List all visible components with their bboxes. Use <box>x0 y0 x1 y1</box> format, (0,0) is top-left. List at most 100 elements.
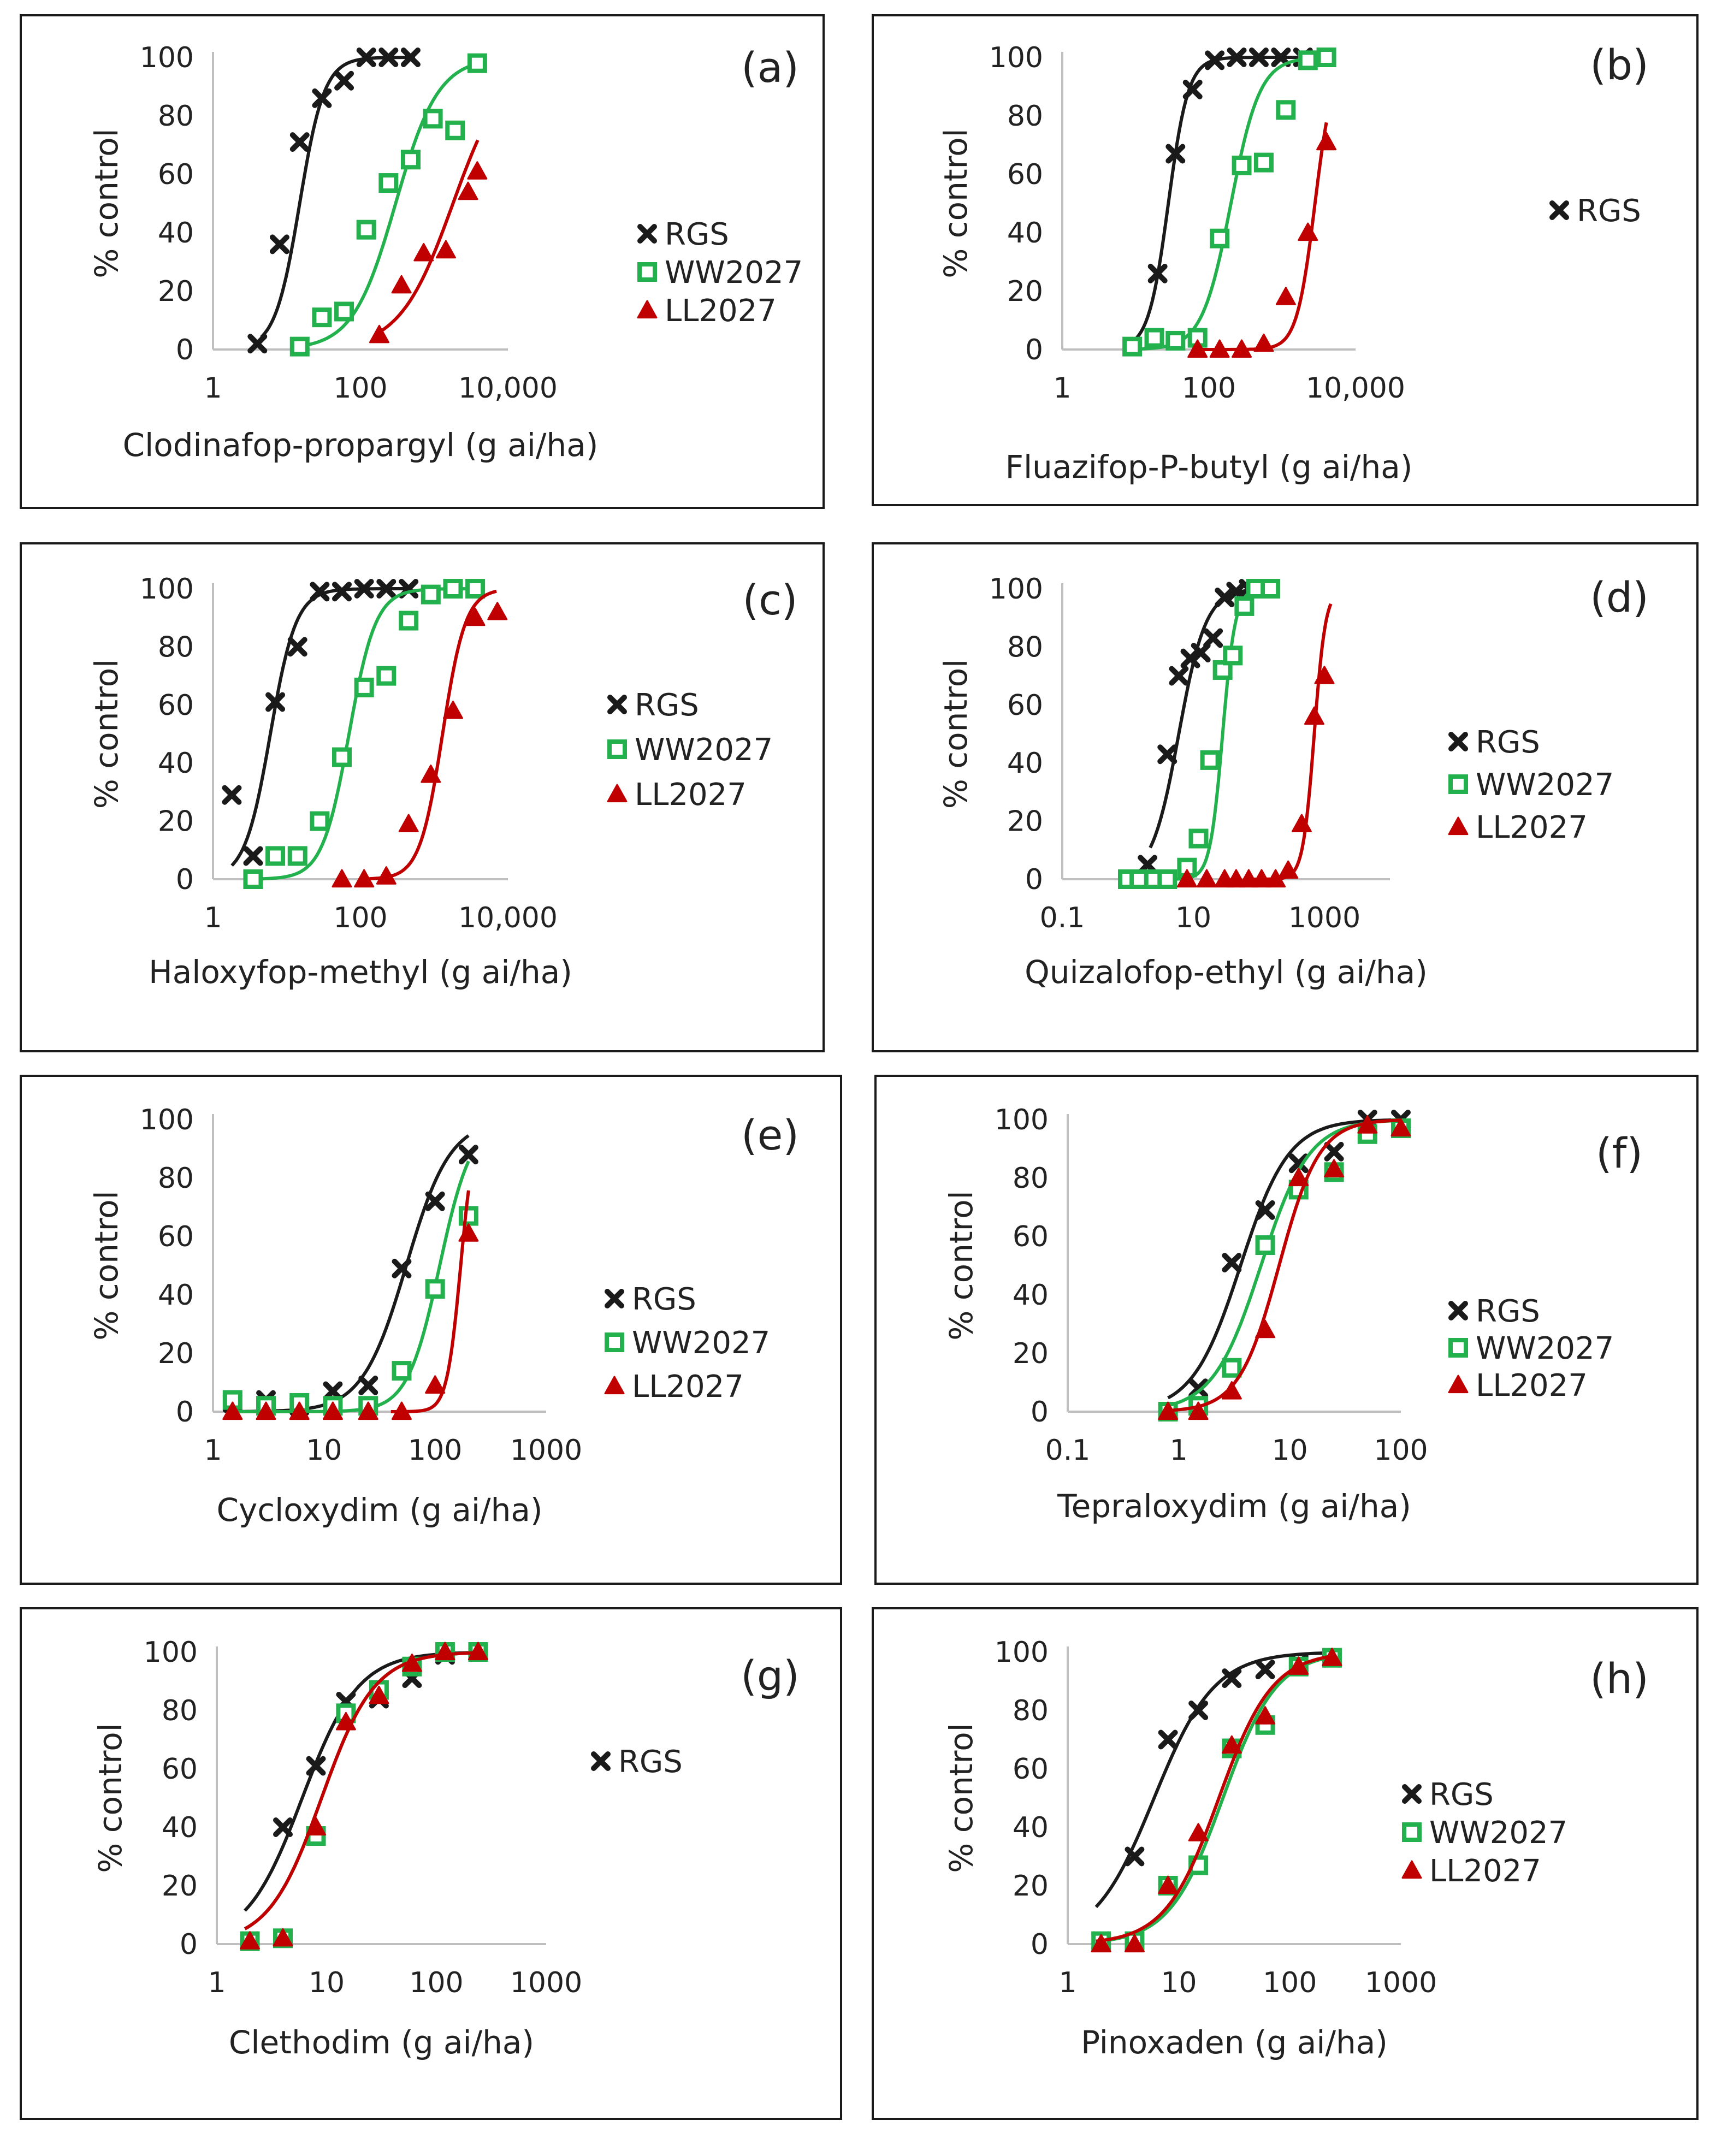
data-point <box>458 1223 479 1242</box>
data-point <box>1232 339 1252 358</box>
x-tick-label: 1000 <box>510 1434 582 1467</box>
data-point <box>243 869 263 889</box>
y-tick-label: 80 <box>162 1695 198 1727</box>
data-point <box>467 53 487 73</box>
legend-label: WW2027 <box>632 1325 770 1361</box>
data-point <box>1357 1115 1378 1134</box>
data-point <box>273 1817 293 1837</box>
data-point <box>1234 596 1255 616</box>
series-ll2027 <box>1158 1115 1411 1420</box>
y-axis-title: % control <box>88 659 125 809</box>
x-tick-label: 100 <box>1374 1434 1428 1467</box>
data-point <box>256 1401 276 1420</box>
y-tick-label: 40 <box>1007 747 1043 780</box>
data-point <box>222 1401 243 1420</box>
panel-frame <box>20 1075 842 1585</box>
y-tick-label: 100 <box>140 573 194 606</box>
data-point <box>334 70 354 91</box>
data-point <box>1188 828 1209 849</box>
series-ww2027 <box>289 53 487 357</box>
series-ww2027 <box>243 579 486 889</box>
data-point <box>1203 628 1223 648</box>
panel-e: 0 20 40 60 80 100 1 10 100 1000 Cycloxydim (g ai/h… <box>20 1075 842 1585</box>
data-point <box>310 811 330 831</box>
data-point <box>391 275 412 294</box>
legend-marker <box>1401 1860 1422 1879</box>
y-tick-label: 60 <box>162 1753 198 1786</box>
y-tick-label: 40 <box>162 1811 198 1844</box>
data-point <box>222 785 242 805</box>
y-tick-label: 20 <box>1013 1870 1049 1903</box>
legend-label: RGS <box>1476 1294 1540 1329</box>
data-point <box>378 173 399 193</box>
y-tick-label: 20 <box>162 1870 198 1903</box>
data-point <box>401 1653 422 1672</box>
legend-label: WW2027 <box>1429 1815 1567 1851</box>
data-point <box>1188 1823 1209 1841</box>
legend: RGS <box>591 1744 683 1780</box>
panel-frame <box>20 1607 842 2120</box>
series-rgs <box>247 48 421 354</box>
fitted-curve <box>1132 56 1327 351</box>
y-tick-label: 60 <box>1013 1221 1049 1253</box>
x-axis-title: Haloxyfop-methyl (g ai/ha) <box>149 953 572 991</box>
data-point <box>1255 1319 1276 1338</box>
data-point <box>240 1931 261 1950</box>
data-point <box>391 1401 412 1420</box>
x-tick-label: 100 <box>1263 1967 1317 1999</box>
y-axis-title: % control <box>943 1190 980 1341</box>
data-point <box>398 814 419 833</box>
legend-label: LL2027 <box>1476 1368 1588 1403</box>
legend-marker <box>1549 200 1569 220</box>
data-point <box>1248 48 1269 67</box>
data-point <box>468 1642 488 1661</box>
data-point <box>1314 666 1335 684</box>
legend-marker <box>637 300 658 319</box>
data-point <box>376 866 397 885</box>
legend-marker <box>1448 774 1468 794</box>
x-tick-label: 10 <box>306 1434 342 1467</box>
y-tick-label: 0 <box>176 334 194 366</box>
legend-marker <box>607 695 627 714</box>
data-point <box>289 132 310 152</box>
data-point <box>334 301 354 322</box>
data-point <box>445 120 465 140</box>
data-point <box>1165 330 1186 351</box>
legend: RGS WW2027 LL2027 <box>607 688 773 813</box>
data-point <box>1255 1660 1275 1680</box>
y-tick-label: 0 <box>1025 334 1043 366</box>
data-point <box>243 846 263 866</box>
y-tick-label: 80 <box>158 631 194 664</box>
legend-marker <box>605 1289 624 1308</box>
data-point <box>1188 1701 1209 1720</box>
x-tick-label: 10 <box>1272 1434 1308 1467</box>
data-point <box>458 181 478 200</box>
x-tick-label: 10,000 <box>458 902 558 934</box>
panel-letter: (b) <box>1590 40 1649 89</box>
x-tick-label: 0.1 <box>1045 1434 1091 1467</box>
y-tick-label: 0 <box>180 1928 198 1961</box>
x-axis-title: Quizalofop-ethyl (g ai/ha) <box>1025 953 1428 991</box>
legend-marker <box>1402 1822 1422 1842</box>
data-point <box>376 579 397 599</box>
data-point <box>1158 1729 1178 1750</box>
data-point <box>400 48 421 67</box>
series-ll2027 <box>332 589 508 888</box>
data-point <box>378 48 399 67</box>
data-point <box>1182 79 1203 99</box>
panel-letter: (g) <box>741 1651 800 1700</box>
x-axis-title: Cycloxydim (g ai/ha) <box>216 1491 542 1529</box>
data-point <box>465 579 486 599</box>
legend-marker <box>591 1751 611 1771</box>
y-tick-label: 20 <box>158 805 194 838</box>
data-point <box>1157 744 1177 765</box>
legend-label: RGS <box>1429 1777 1494 1813</box>
legend-label: RGS <box>1577 193 1641 229</box>
data-point <box>1222 1358 1242 1378</box>
data-point <box>1298 222 1318 241</box>
x-tick-label: 1000 <box>1288 902 1360 934</box>
series-rgs <box>1131 48 1313 343</box>
legend-label: LL2027 <box>1476 810 1588 845</box>
data-point <box>425 1191 445 1211</box>
data-point <box>1255 1706 1276 1725</box>
